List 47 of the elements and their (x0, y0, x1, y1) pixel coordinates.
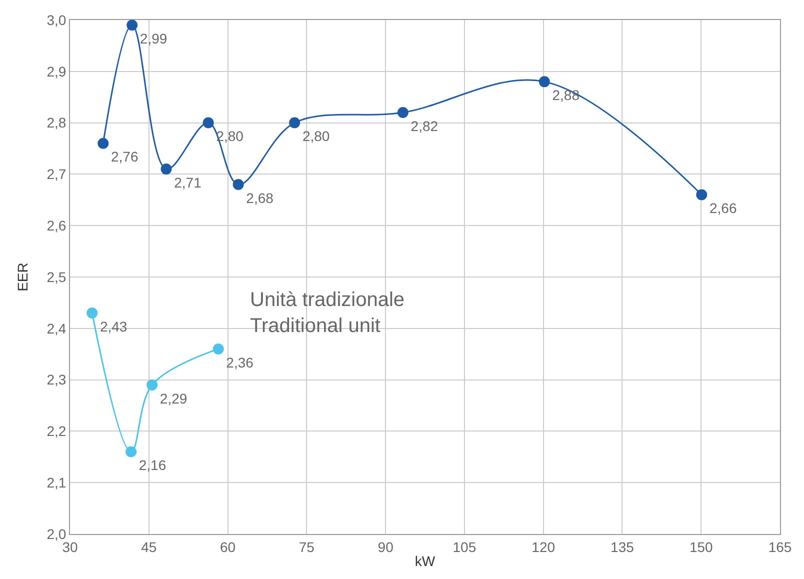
point (98, 138, 109, 149)
y-axis-title: EER (14, 262, 30, 292)
x-tick-label: 135 (610, 538, 634, 555)
x-tick-label: 75 (298, 538, 315, 555)
y-tick-label: 2,9 (46, 63, 66, 80)
y-tick-label: 2,3 (46, 372, 66, 388)
data-label: 2,68 (246, 190, 274, 206)
data-label: 2,76 (111, 148, 138, 165)
data-label: 2,99 (140, 30, 168, 47)
data-label: 2,36 (226, 354, 254, 370)
data-label: 2,71 (174, 174, 202, 190)
y-tick-label: 2,6 (46, 218, 66, 234)
data-label: 2,16 (138, 457, 166, 474)
point (397, 107, 408, 118)
y-tick-label: 3,0 (46, 12, 66, 28)
data-label: 2,43 (100, 318, 128, 334)
point (212, 343, 224, 354)
series-label: Unità tradizionale Traditional unit (250, 289, 405, 337)
data-label: 2,88 (552, 87, 580, 104)
data-label: 2,82 (410, 118, 438, 134)
y-tick-label: 2,4 (46, 320, 66, 336)
x-tick-label: 150 (689, 538, 714, 555)
x-tick-label: 90 (378, 538, 394, 555)
point (232, 178, 244, 190)
y-tick-label: 2,5 (46, 268, 66, 285)
x-tick-label: 45 (141, 538, 157, 555)
x-tick-label: 165 (768, 538, 792, 555)
point (146, 379, 158, 390)
data-label: 2,80 (302, 128, 330, 144)
point (538, 76, 550, 88)
point (160, 164, 172, 175)
point (126, 20, 138, 31)
data-label: 2,66 (710, 200, 737, 216)
y-tick-label: 2,8 (46, 114, 66, 131)
x-tick-label: 120 (532, 538, 556, 555)
x-tick-label: 105 (452, 538, 476, 555)
y-tick-label: 2,7 (46, 166, 66, 182)
x-axis-title: kW (414, 553, 436, 570)
point (126, 446, 137, 458)
y-tick-label: 2,1 (46, 474, 66, 490)
point (202, 117, 214, 128)
x-tick-label: 60 (220, 538, 236, 555)
point (696, 189, 708, 200)
y-tick-label: 2,2 (46, 423, 66, 440)
point (86, 307, 98, 318)
data-label: 2,29 (160, 390, 188, 406)
point (289, 117, 300, 128)
